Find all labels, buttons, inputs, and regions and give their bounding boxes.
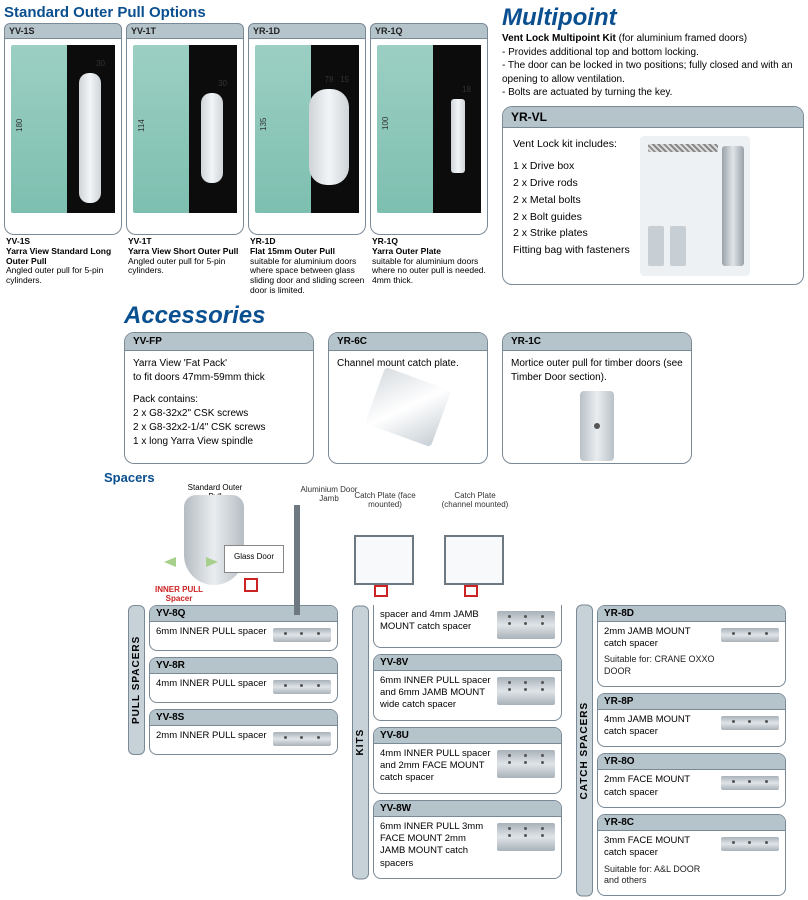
acc-code: YR-6C: [329, 333, 487, 351]
spacer-code: YR-8P: [598, 694, 785, 710]
accessories: Accessories YV-FPYarra View 'Fat Pack'to…: [4, 302, 804, 464]
spacer-code: YR-8D: [598, 606, 785, 622]
includes-item: 1 x Drive box: [513, 158, 630, 175]
spacer-card: YV-8R4mm INNER PULL spacer: [149, 657, 338, 703]
spacer-code: YR-8C: [598, 815, 785, 831]
catch-spacers-col: CATCH SPACERS YR-8D2mm JAMB MOUNT catch …: [576, 605, 786, 897]
spacer-card: YR-8P4mm JAMB MOUNT catch spacer: [597, 693, 786, 748]
product-code: YR-1Q: [370, 23, 488, 39]
accessories-title: Accessories: [124, 302, 804, 330]
spacer-card: YR-8O2mm FACE MOUNT catch spacer: [597, 753, 786, 808]
multipoint-bullet: - Bolts are actuated by turning the key.: [502, 86, 804, 100]
spacer-code: YV-8V: [374, 655, 561, 671]
kits-label: KITS: [352, 605, 369, 879]
spacer-card: YV-8W6mm INNER PULL 3mm FACE MOUNT 2mm J…: [373, 800, 562, 879]
spacer-card: YV-8U4mm INNER PULL spacer and 2mm FACE …: [373, 727, 562, 794]
product-caption: YV-1TYarra View Short Outer PullAngled o…: [126, 235, 244, 276]
spacer-card: YV-8V6mm INNER PULL spacer and 6mm JAMB …: [373, 654, 562, 721]
spacer-code: YV-8W: [374, 801, 561, 817]
acc-code: YV-FP: [125, 333, 313, 351]
kit-title-note: (for aluminium framed doors): [619, 33, 747, 44]
yrvl-card: YR-VL Vent Lock kit includes: 1 x Drive …: [502, 106, 804, 285]
includes-item: 2 x Strike plates: [513, 225, 630, 242]
kit-title: Vent Lock Multipoint Kit: [502, 33, 616, 44]
pull-spacers-label: PULL SPACERS: [128, 605, 145, 755]
includes-item: Fitting bag with fasteners: [513, 242, 630, 259]
catch-face-label: Catch Plate (face mounted): [350, 491, 420, 509]
accessory-card: YV-FPYarra View 'Fat Pack'to fit doors 4…: [124, 332, 314, 464]
accessory-card: YR-6CChannel mount catch plate.: [328, 332, 488, 464]
spacers: Spacers Standard Outer Pull Glass Door I…: [4, 470, 804, 897]
catch-spacers-label: CATCH SPACERS: [576, 605, 593, 897]
spacer-code: YR-8O: [598, 754, 785, 770]
includes-item: 2 x Drive rods: [513, 175, 630, 192]
inner-pull-label: INNER PULL Spacer: [144, 585, 214, 603]
product-code: YR-1D: [248, 23, 366, 39]
spacer-columns: PULL SPACERS YV-8Q6mm INNER PULL spacerY…: [4, 605, 804, 897]
accessory-card: YR-1CMortice outer pull for timber doors…: [502, 332, 692, 464]
product-code: YV-1S: [4, 23, 122, 39]
top-row: Standard Outer Pull Options YV-1S 180 30…: [4, 4, 804, 296]
product-caption: YR-1DFlat 15mm Outer Pullsuitable for al…: [248, 235, 366, 296]
catch-channel-label: Catch Plate (channel mounted): [440, 491, 510, 509]
product-caption: YV-1SYarra View Standard Long Outer Pull…: [4, 235, 122, 286]
accessories-row: YV-FPYarra View 'Fat Pack'to fit doors 4…: [124, 332, 804, 464]
multipoint-box: Multipoint Vent Lock Multipoint Kit (for…: [502, 4, 804, 285]
glass-door-label: Glass Door: [224, 545, 284, 573]
pull-cards-row: YV-1S 180 30 YV-1SYarra View Standard Lo…: [4, 23, 496, 296]
yrvl-image: [640, 136, 750, 276]
spacer-card: YR-8D2mm JAMB MOUNT catch spacerSuitable…: [597, 605, 786, 687]
product-card: YR-1D 135 78 15 YR-1DFlat 15mm Outer Pul…: [248, 23, 366, 296]
spacer-code: YV-8U: [374, 728, 561, 744]
acc-code: YR-1C: [503, 333, 691, 351]
product-code: YV-1T: [126, 23, 244, 39]
spacer-card: YV-8S2mm INNER PULL spacer: [149, 709, 338, 755]
spacer-code: YV-8R: [150, 658, 337, 674]
product-card: YR-1Q 100 18 YR-1QYarra Outer Platesuita…: [370, 23, 488, 296]
pull-options: Standard Outer Pull Options YV-1S 180 30…: [4, 4, 496, 296]
yrvl-code: YR-VL: [503, 107, 803, 128]
multipoint-bullet: - Provides additional top and bottom loc…: [502, 46, 804, 60]
includes-item: 2 x Bolt guides: [513, 209, 630, 226]
kits-col: KITS spacer and 4mm JAMB MOUNT catch spa…: [352, 605, 562, 879]
spacer-code: YV-8S: [150, 710, 337, 726]
includes-label: Vent Lock kit includes:: [513, 136, 630, 153]
multipoint-title: Multipoint: [502, 4, 804, 32]
includes-item: 2 x Metal bolts: [513, 192, 630, 209]
product-card: YV-1T 114 30 YV-1TYarra View Short Outer…: [126, 23, 244, 296]
multipoint-desc: Vent Lock Multipoint Kit (for aluminium …: [502, 32, 804, 100]
multipoint-bullet: - The door can be locked in two position…: [502, 59, 804, 86]
product-caption: YR-1QYarra Outer Platesuitable for alumi…: [370, 235, 488, 286]
yrvl-includes: Vent Lock kit includes: 1 x Drive box2 x…: [513, 136, 630, 276]
spacers-diagram: Standard Outer Pull Glass Door INNER PUL…: [144, 485, 574, 615]
product-card: YV-1S 180 30 YV-1SYarra View Standard Lo…: [4, 23, 122, 296]
pull-options-title: Standard Outer Pull Options: [4, 4, 496, 21]
spacer-card: YR-8C3mm FACE MOUNT catch spacerSuitable…: [597, 814, 786, 896]
pull-spacers-col: PULL SPACERS YV-8Q6mm INNER PULL spacerY…: [128, 605, 338, 755]
